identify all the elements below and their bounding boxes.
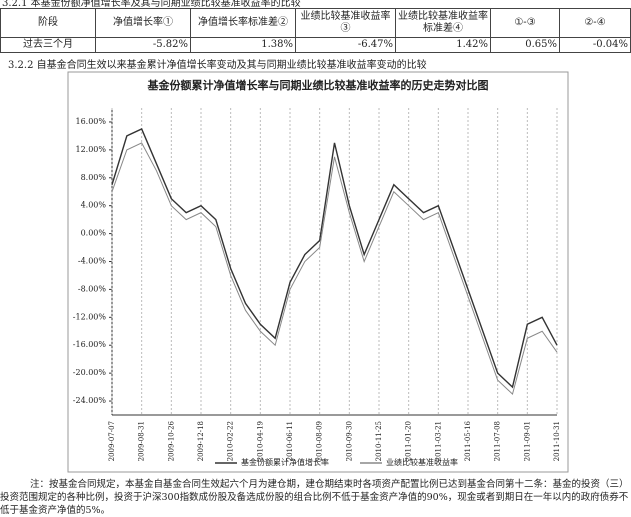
y-tick-label: 12.00% xyxy=(75,145,106,154)
y-tick-label: -4.00% xyxy=(78,257,107,266)
legend-label: 基金份额累计净值增长率 xyxy=(241,457,329,467)
y-tick-label: 4.00% xyxy=(81,201,107,210)
legend-label: 业绩比较基准收益率 xyxy=(386,457,458,467)
x-tick-label: 2009-10-26 xyxy=(167,420,175,461)
x-tick-label: 2009-07-07 xyxy=(108,421,116,461)
y-tick-label: -8.00% xyxy=(78,284,107,293)
x-tick-label: 2010-02-22 xyxy=(227,421,235,461)
x-tick-label: 2011-07-08 xyxy=(494,421,502,461)
data-row: 过去三个月 -5.82% 1.38% -6.47% 1.42% 0.65% -0… xyxy=(0,37,631,53)
series-line xyxy=(111,127,558,389)
cell: -0.04% xyxy=(559,37,631,53)
x-tick-label: 2010-09-30 xyxy=(345,421,353,461)
cell: 过去三个月 xyxy=(0,37,96,53)
chart-title: 基金份额累计净值增长率与同期业绩比较基准收益率的历史走势对比图 xyxy=(147,78,489,92)
cell: -6.47% xyxy=(295,37,396,53)
y-tick-label: -20.00% xyxy=(73,368,107,377)
x-tick-label: 2011-09-01 xyxy=(523,421,531,461)
x-tick-label: 2011-03-21 xyxy=(434,421,442,461)
x-tick-label: 2010-04-19 xyxy=(256,421,264,461)
header-cell: 净值增长率标准差② xyxy=(190,8,296,38)
x-tick-label: 2011-05-16 xyxy=(464,420,472,461)
x-tick-label: 2009-12-18 xyxy=(197,421,205,461)
y-tick-label: -24.00% xyxy=(73,396,107,405)
series-line xyxy=(111,142,558,396)
x-tick-label: 2011-01-20 xyxy=(405,421,413,461)
y-tick-label: 16.00% xyxy=(75,117,106,126)
top-line: 3.2.1 本基金份额净值增长率及其与同期业绩比较基准收益率的比较 xyxy=(2,0,301,9)
cell: 0.65% xyxy=(490,37,560,53)
y-tick-label: 8.00% xyxy=(81,173,107,182)
header-cell: ①-③ xyxy=(490,8,560,38)
header-row: 阶段 净值增长率① 净值增长率标准差② 业绩比较基准收益率③ 业绩比较基准收益率… xyxy=(0,8,631,38)
y-tick-label: -16.00% xyxy=(73,340,107,349)
note: 注：按基金合同规定，本基金自基金合同生效起六个月为建仓期，建仓期结束时各项资产配… xyxy=(0,479,629,516)
x-tick-label: 2009-08-31 xyxy=(138,421,146,461)
header-cell: 业绩比较基准收益率③ xyxy=(295,8,396,38)
performance-table: 阶段 净值增长率① 净值增长率标准差② 业绩比较基准收益率③ 业绩比较基准收益率… xyxy=(0,8,631,53)
x-tick-label: 2010-11-25 xyxy=(375,421,383,461)
chart: 基金份额累计净值增长率与同期业绩比较基准收益率的历史走势对比图 16.00% 12… xyxy=(67,71,569,473)
figure-caption: 3.2.2 自基金合同生效以来基金累计净值增长率变动及其与同期业绩比较基准收益率… xyxy=(8,60,427,71)
x-tick-label: 2010-06-11 xyxy=(286,421,294,461)
x-tick-label: 2010-08-09 xyxy=(316,421,324,461)
header-cell: ②-④ xyxy=(559,8,631,38)
y-tick-label: -12.00% xyxy=(73,312,107,321)
y-tick-label: 0.00% xyxy=(81,229,107,238)
chart-frame xyxy=(67,71,569,473)
x-tick-label: 2011-10-31 xyxy=(553,421,561,461)
